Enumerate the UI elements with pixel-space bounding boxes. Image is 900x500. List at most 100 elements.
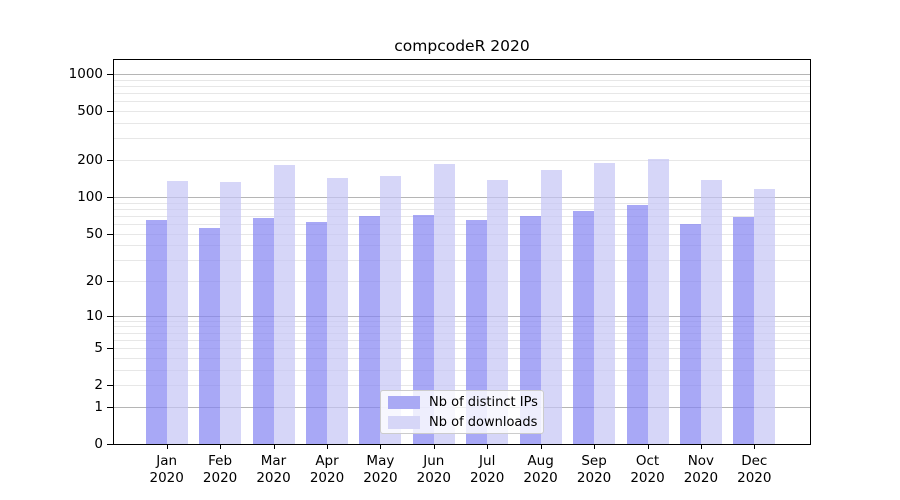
x-tickmark-mar	[273, 445, 275, 449]
y-ticklabel-100: 100	[77, 188, 103, 205]
y-ticklabel-20: 20	[85, 273, 103, 289]
x-tickmark-feb	[220, 445, 222, 449]
y-ticklabel-10: 10	[85, 307, 103, 324]
x-label-month-sep: Sep	[581, 453, 607, 469]
chart-title: compcodeR 2020	[394, 37, 530, 55]
bar-distinct-ips-feb	[199, 227, 221, 444]
x-tickmark-jun	[433, 445, 435, 449]
bar-downloads-mar	[273, 165, 295, 444]
legend-swatch-downloads	[388, 415, 420, 429]
gridline-900	[114, 79, 810, 81]
bar-distinct-ips-sep	[573, 211, 595, 444]
bar-downloads-may	[380, 176, 402, 444]
legend-item-downloads: Nb of downloads	[388, 414, 543, 430]
legend-item-distinct-ips: Nb of distinct IPs	[388, 394, 543, 410]
x-label-month-jan: Jan	[156, 453, 178, 469]
bar-distinct-ips-aug	[519, 215, 541, 444]
gridline-80	[114, 208, 810, 210]
x-label-year-sep: 2020	[576, 470, 612, 486]
bar-downloads-sep	[594, 162, 616, 444]
bar-distinct-ips-mar	[252, 218, 274, 444]
gridline-20	[114, 281, 810, 282]
x-label-year-nov: 2020	[683, 470, 719, 486]
x-tickmark-oct	[647, 445, 649, 449]
x-label-year-apr: 2020	[309, 470, 345, 486]
gridline-40	[114, 245, 810, 247]
x-label-year-may: 2020	[363, 470, 398, 486]
bar-downloads-jun	[433, 163, 455, 444]
y-ticklabel-200: 200	[77, 152, 103, 168]
bar-downloads-dec	[754, 188, 776, 444]
bar-downloads-jul	[487, 180, 509, 444]
bar-downloads-apr	[327, 178, 348, 444]
gridline-major-100	[114, 196, 810, 198]
legend-label-distinct-ips: Nb of distinct IPs	[429, 394, 538, 410]
y-ticklabel-1: 1	[94, 398, 103, 415]
plot-area	[113, 59, 811, 445]
legend-label-downloads: Nb of downloads	[429, 414, 538, 430]
gridline-800	[114, 86, 810, 87]
gridline-200	[114, 160, 810, 161]
x-label-month-oct: Oct	[635, 453, 660, 469]
bar-distinct-ips-jan	[145, 219, 167, 444]
x-label-month-may: May	[366, 453, 395, 469]
x-tickmark-may	[380, 445, 382, 449]
x-label-month-apr: Apr	[315, 453, 339, 469]
bar-distinct-ips-dec	[733, 216, 755, 444]
gridline-major-10	[114, 315, 810, 317]
bar-downloads-aug	[540, 169, 562, 444]
x-label-year-jul: 2020	[470, 470, 505, 486]
y-ticklabel-500: 500	[77, 103, 103, 120]
legend-swatch-distinct-ips	[388, 395, 420, 409]
bar-distinct-ips-oct	[626, 204, 648, 444]
y-ticklabel-0: 0	[94, 436, 103, 452]
x-label-year-feb: 2020	[202, 470, 238, 486]
x-tickmark-apr	[327, 445, 328, 449]
x-label-month-mar: Mar	[260, 453, 287, 469]
y-ticklabel-50: 50	[85, 225, 103, 242]
gridline-60	[114, 223, 810, 225]
x-tickmark-dec	[754, 445, 756, 449]
bar-distinct-ips-jul	[466, 219, 488, 444]
bar-downloads-feb	[220, 182, 242, 444]
x-label-year-dec: 2020	[737, 470, 772, 486]
x-label-year-oct: 2020	[630, 470, 665, 486]
bar-downloads-jan	[166, 180, 188, 444]
y-ticklabel-5: 5	[94, 340, 103, 357]
x-label-month-nov: Nov	[687, 453, 715, 469]
x-tickmark-jan	[166, 445, 168, 449]
gridline-600	[114, 101, 810, 103]
bar-distinct-ips-apr	[306, 222, 327, 444]
gridline-30	[114, 260, 810, 262]
x-label-month-feb: Feb	[208, 453, 233, 469]
bar-distinct-ips-jun	[412, 215, 434, 444]
gridline-90	[114, 202, 810, 204]
bar-downloads-nov	[700, 179, 722, 444]
gridline-70	[114, 215, 810, 217]
gridline-300	[114, 138, 810, 140]
x-label-year-jun: 2020	[416, 470, 451, 486]
x-label-month-aug: Aug	[527, 453, 554, 469]
gridline-4	[114, 357, 810, 359]
gridline-2	[114, 385, 810, 387]
gridline-major-1000	[114, 74, 810, 75]
y-ticklabel-2: 2	[94, 377, 103, 394]
bar-distinct-ips-may	[359, 215, 381, 444]
gridline-5	[114, 348, 810, 350]
gridline-3	[114, 369, 810, 371]
bar-downloads-oct	[647, 158, 669, 444]
legend: Nb of distinct IPs Nb of downloads	[380, 390, 544, 434]
gridline-700	[114, 93, 810, 95]
gridline-500	[114, 111, 810, 113]
gridline-400	[114, 123, 810, 124]
bar-distinct-ips-nov	[679, 223, 701, 444]
x-label-year-mar: 2020	[256, 470, 291, 486]
x-label-month-jun: Jun	[423, 453, 445, 469]
x-tickmark-sep	[594, 445, 596, 449]
gridline-50	[114, 233, 810, 235]
gridline-9	[114, 320, 810, 322]
y-ticklabel-1000: 1000	[68, 66, 103, 82]
x-tickmark-nov	[700, 445, 702, 449]
x-label-month-dec: Dec	[741, 453, 768, 469]
